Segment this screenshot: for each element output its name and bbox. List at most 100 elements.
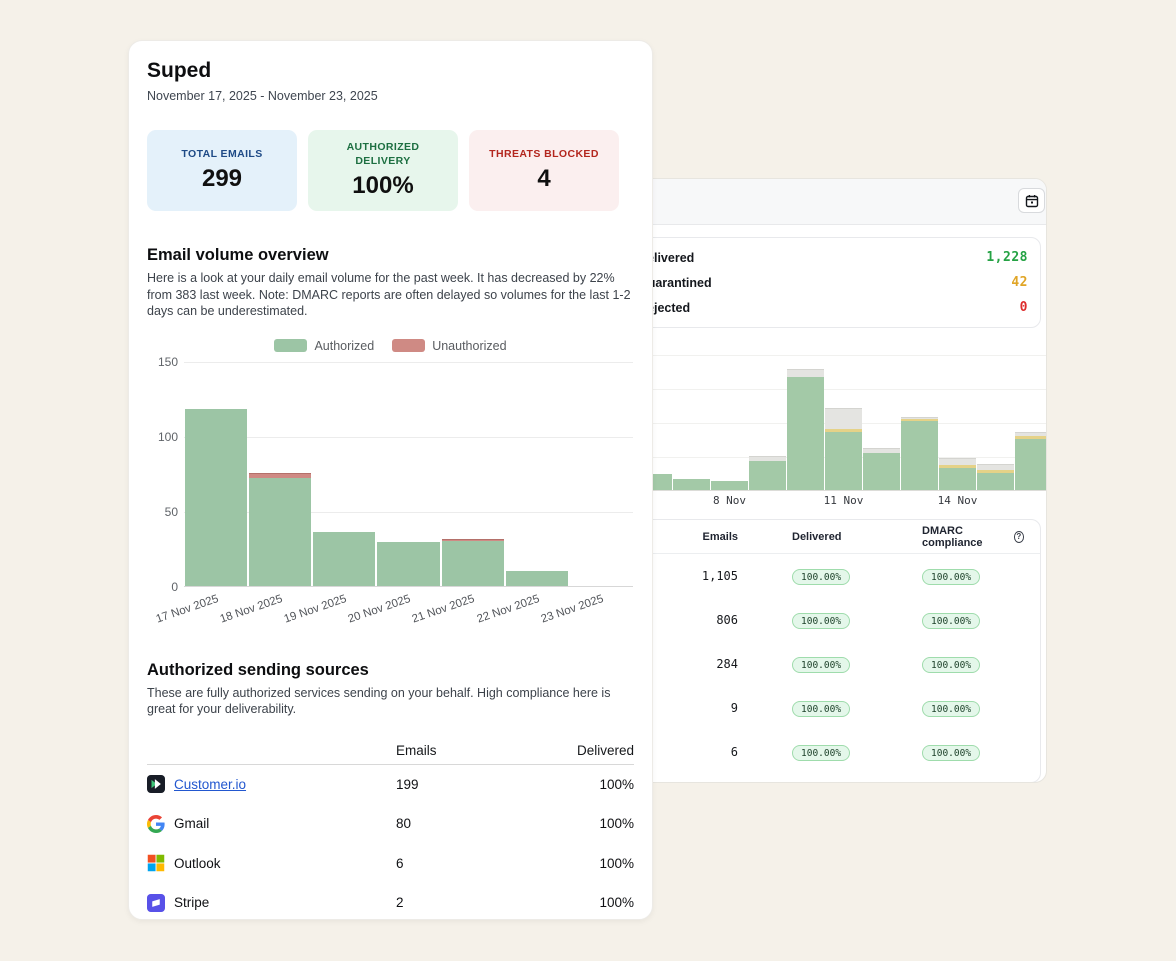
volume-bar-21-nov-2025 <box>441 539 504 586</box>
other-segment <box>825 407 862 429</box>
x-axis-tick-label: 11 Nov <box>823 494 864 507</box>
authorized-segment <box>441 540 504 586</box>
legend-label: Authorized <box>314 338 375 353</box>
delivered-percent: 100% <box>599 776 634 792</box>
sources-section-description: These are fully authorized services send… <box>147 685 611 717</box>
source-name: Stripe <box>174 895 210 911</box>
source-name: Gmail <box>174 816 210 832</box>
table-row: 9 100.00% 100.00% <box>622 686 1040 730</box>
emails-count: 9 <box>730 701 738 715</box>
column-header-dmarc: DMARC compliance ? <box>922 525 1024 549</box>
dmarc-compliance-badge: 100.00% <box>922 657 981 673</box>
chart-legend: Authorized Unauthorized <box>147 339 634 353</box>
legend-swatch <box>274 339 308 352</box>
quarantined-segment <box>939 464 976 468</box>
source-row-gmail: Gmail 80 100% <box>147 804 634 844</box>
quarantined-segment <box>977 469 1014 473</box>
delivered-segment <box>673 478 710 490</box>
help-icon[interactable]: ? <box>1013 530 1024 543</box>
stats-row-rejected: Rejected 0 <box>638 300 1028 315</box>
x-axis-tick-label: 17 Nov 2025 <box>154 592 220 626</box>
x-axis-tick-label: 8 Nov <box>712 494 747 507</box>
authorized-segment <box>377 542 440 586</box>
dmarc-compliance-badge: 100.00% <box>922 701 981 717</box>
emails-count: 6 <box>396 855 404 871</box>
source-name: Outlook <box>174 855 221 871</box>
authorized-segment <box>185 408 248 586</box>
sources-section: Authorized sending sources These are ful… <box>147 661 634 923</box>
delivered-segment <box>1015 438 1046 490</box>
delivered-segment <box>863 452 900 490</box>
emails-count: 806 <box>716 613 738 627</box>
delivered-segment <box>977 472 1014 490</box>
other-segment <box>787 369 824 377</box>
delivered-badge: 100.00% <box>792 569 851 585</box>
email-report-card: Suped November 17, 2025 - November 23, 2… <box>128 40 653 920</box>
emails-count: 284 <box>716 657 738 671</box>
table-row: 284 100.00% 100.00% <box>622 642 1040 686</box>
delivered-badge: 100.00% <box>792 613 851 629</box>
daily-volume-chart <box>561 349 1046 491</box>
x-axis-tick-label: 19 Nov 2025 <box>282 592 349 626</box>
daily-bar-12-nov <box>863 448 900 490</box>
authorized-segment <box>249 477 312 586</box>
column-header-emails: Emails <box>702 530 738 543</box>
chart-baseline <box>561 490 1046 491</box>
delivery-stats-card: Delivered 1,228 Quarantined 42 Rejected 0 <box>621 237 1041 328</box>
stat-value: 4 <box>537 164 551 192</box>
other-segment <box>939 457 976 465</box>
daily-bar-10-nov <box>787 369 824 490</box>
table-row: 6 100.00% 100.00% <box>622 730 1040 774</box>
legend-label: Unauthorized <box>432 338 507 353</box>
authorized-segment <box>505 570 568 586</box>
stripe-icon <box>147 893 165 912</box>
stat-value: 299 <box>201 164 243 192</box>
volume-bar-17-nov-2025 <box>185 408 248 586</box>
daily-bar-13-nov <box>901 416 938 490</box>
delivered-segment <box>901 421 938 490</box>
date-range-button[interactable] <box>1018 188 1045 213</box>
legend-item-authorized[interactable]: Authorized <box>274 339 374 353</box>
customerio-icon <box>147 775 165 794</box>
stats-value: 0 <box>1019 300 1028 315</box>
source-row-stripe: Stripe 2 100% <box>147 883 634 923</box>
x-axis-tick-label: 20 Nov 2025 <box>346 592 413 626</box>
y-axis-tick-label: 50 <box>164 504 178 519</box>
stat-label: TOTAL EMAILS <box>181 148 263 161</box>
volume-bar-18-nov-2025 <box>249 473 312 586</box>
x-axis-tick-label: 23 Nov 2025 <box>539 592 605 626</box>
page-title: Suped <box>147 59 212 82</box>
y-axis-tick-label: 100 <box>157 429 178 444</box>
quarantined-segment <box>825 428 862 433</box>
x-axis-tick-label: 22 Nov 2025 <box>475 592 541 626</box>
volume-section-description: Here is a look at your daily email volum… <box>147 271 631 318</box>
legend-item-unauthorized[interactable]: Unauthorized <box>392 338 507 353</box>
volume-bar-20-nov-2025 <box>377 542 440 586</box>
stats-value: 42 <box>1011 275 1028 290</box>
stats-label: Quarantined <box>638 275 712 290</box>
stats-value: 1,228 <box>986 250 1028 265</box>
daily-bar-15-nov <box>977 464 1014 490</box>
source-row-customer-io: Customer.io 199 100% <box>147 765 634 805</box>
stat-box-total-emails: TOTAL EMAILS 299 <box>147 130 297 211</box>
delivered-segment <box>787 377 824 490</box>
quarantined-segment <box>1015 436 1046 439</box>
other-segment <box>1015 432 1046 437</box>
x-axis-tick-label: 18 Nov 2025 <box>218 592 285 626</box>
column-header-delivered: Delivered <box>576 743 634 758</box>
source-link[interactable]: Customer.io <box>174 776 247 792</box>
column-header-emails: Emails <box>396 743 437 758</box>
stat-label: THREATS BLOCKED <box>489 148 599 161</box>
table-row: 806 100.00% 100.00% <box>622 598 1040 642</box>
delivered-percent: 100% <box>599 895 634 911</box>
source-row-outlook: Outlook 6 100% <box>147 844 634 884</box>
dmarc-compliance-badge: 100.00% <box>922 569 981 585</box>
other-segment <box>901 416 938 420</box>
other-segment <box>977 464 1014 470</box>
stats-row-delivered: Delivered 1,228 <box>638 250 1028 265</box>
volume-bar-19-nov-2025 <box>313 531 376 586</box>
stat-value: 100% <box>352 171 414 199</box>
emails-count: 80 <box>396 816 412 832</box>
outlook-icon <box>147 854 165 872</box>
sources-table: Emails Delivered Customer.io 199 100% Gmail… <box>147 738 634 923</box>
